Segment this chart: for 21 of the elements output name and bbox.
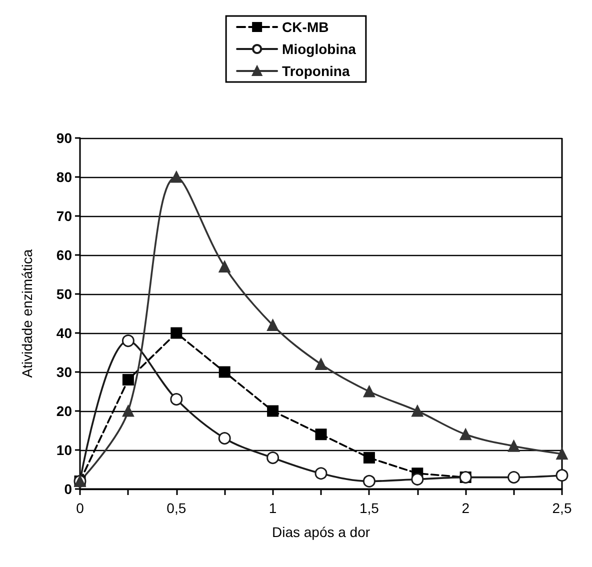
x-tick-label: 0 — [76, 500, 84, 516]
y-tick-label: 40 — [56, 325, 72, 341]
x-axis-title: Dias após a dor — [272, 524, 370, 540]
x-tick-label: 2,5 — [552, 500, 572, 516]
legend-label: Troponina — [282, 63, 350, 79]
y-axis-title: Atividade enzimática — [19, 249, 35, 378]
y-tick-label: 10 — [56, 442, 72, 458]
y-tick-label: 20 — [56, 403, 72, 419]
y-tick-label: 70 — [56, 208, 72, 224]
legend-label: Mioglobina — [282, 41, 356, 57]
y-tick-label: 0 — [64, 481, 72, 497]
x-tick-label: 2 — [462, 500, 470, 516]
y-tick-label: 30 — [56, 364, 72, 380]
x-tick-label: 0,5 — [166, 500, 186, 516]
legend-label: CK-MB — [282, 19, 329, 35]
y-tick-label: 50 — [56, 286, 72, 302]
y-tick-label: 60 — [56, 247, 72, 263]
x-tick-label: 1 — [268, 500, 277, 516]
y-tick-label: 80 — [56, 169, 72, 185]
x-tick-label: 1,5 — [359, 500, 380, 516]
y-tick-label: 90 — [56, 130, 72, 146]
